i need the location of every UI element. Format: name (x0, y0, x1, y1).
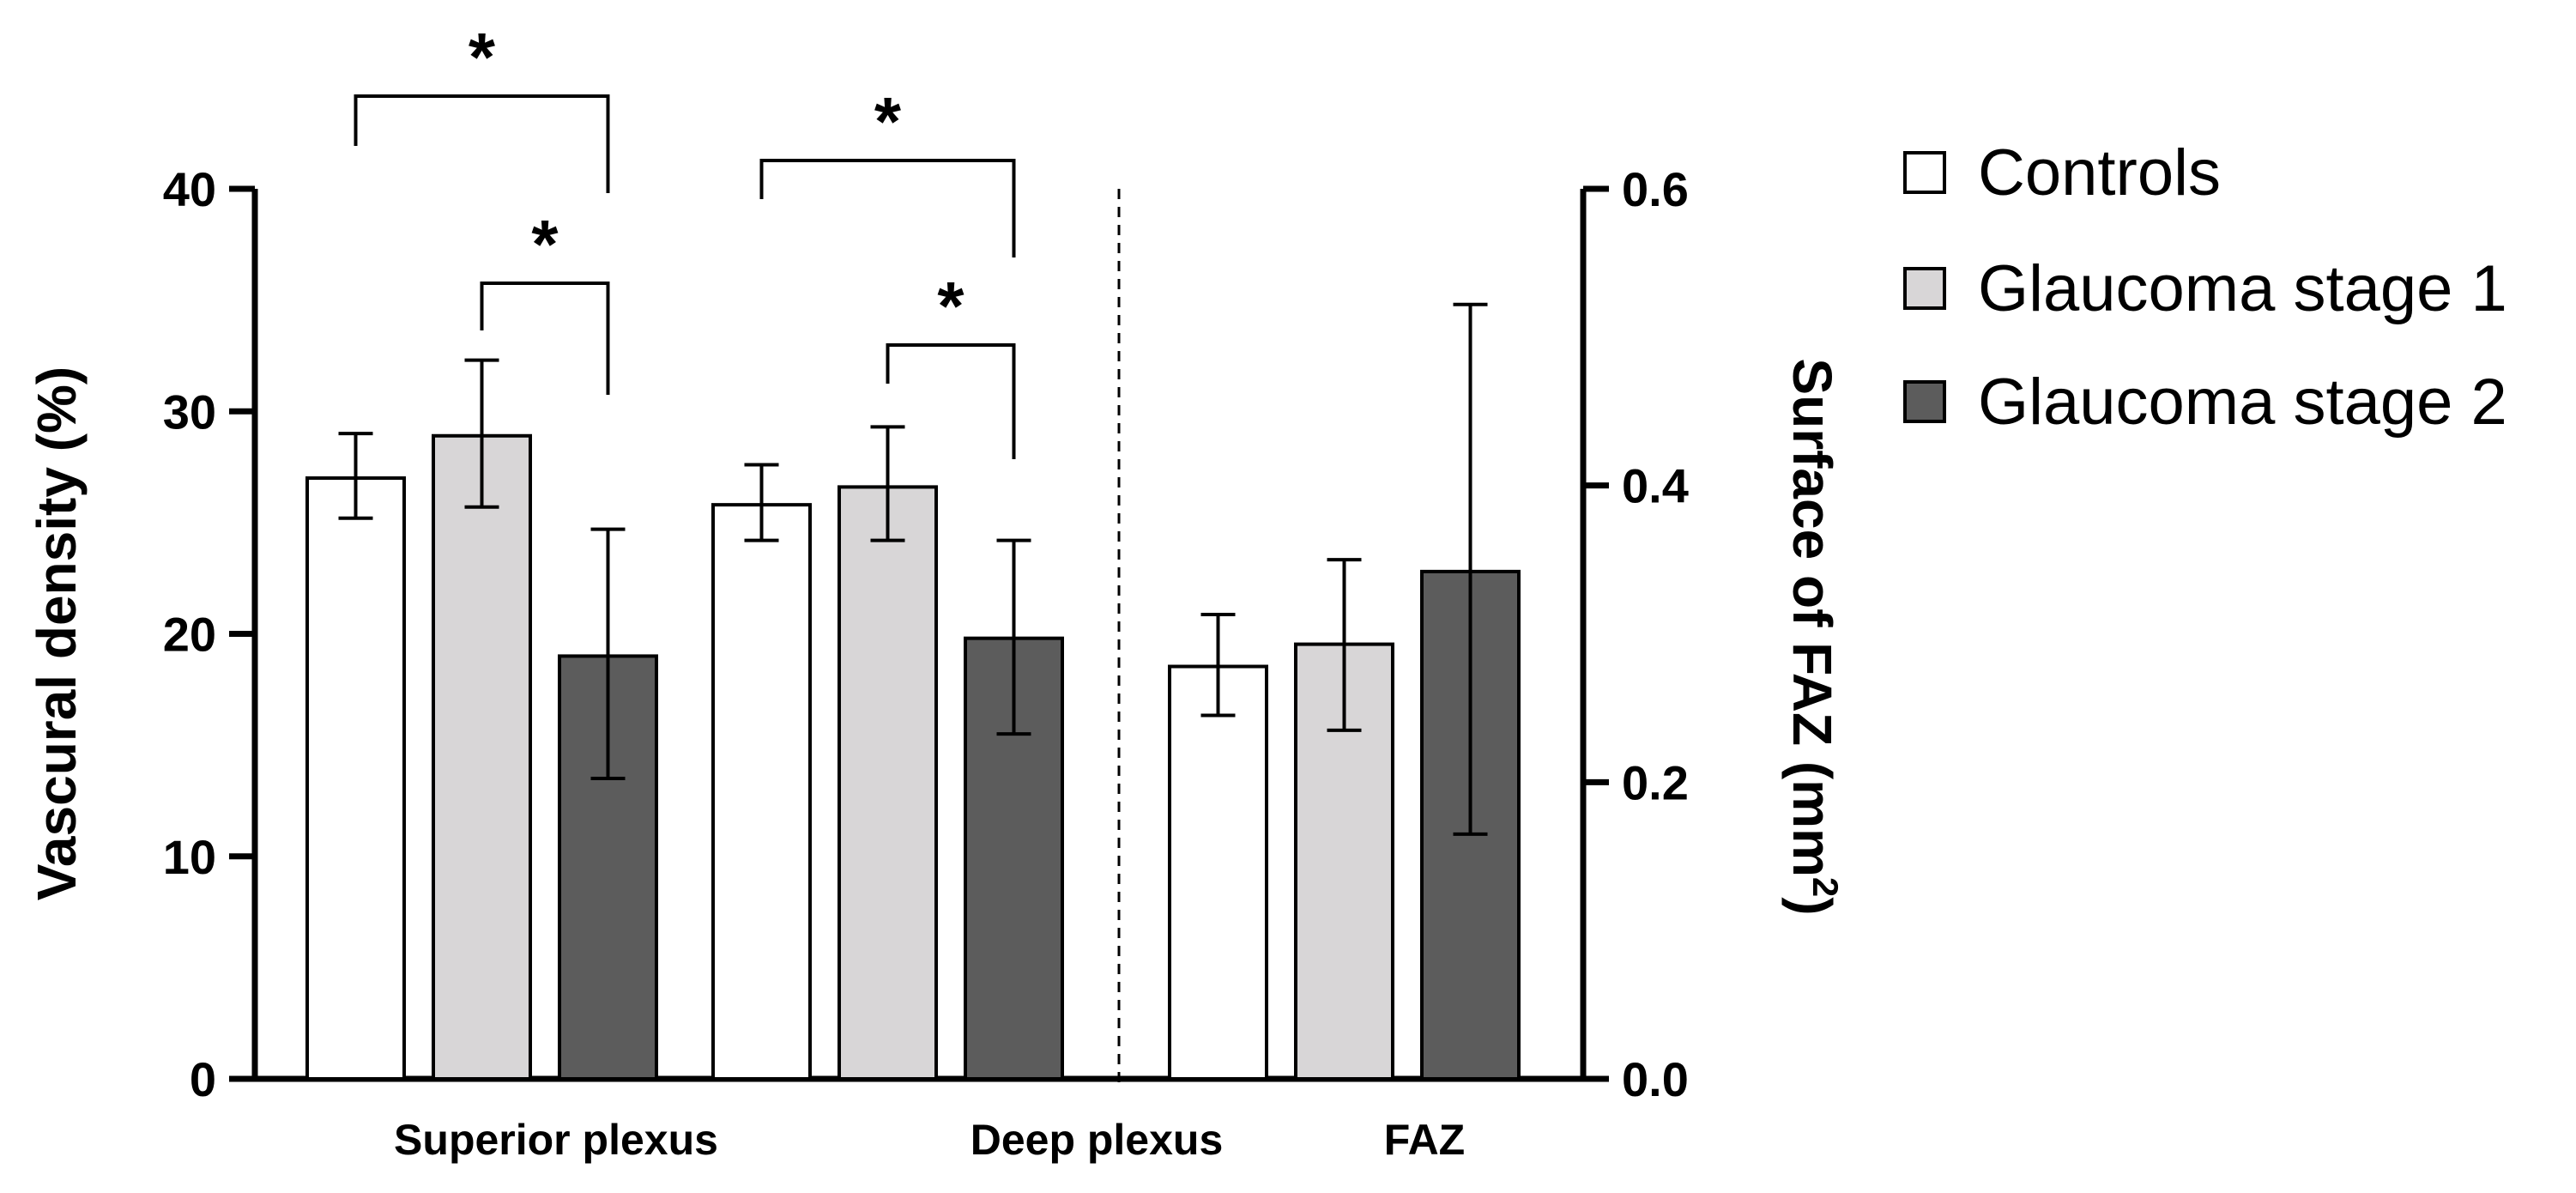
right-tick-label: 0.2 (1622, 755, 1689, 809)
bar (305, 476, 406, 1081)
right-tick-label: 0.0 (1622, 1052, 1689, 1106)
right-axis-title-main: Surface of FAZ (mm (1781, 358, 1843, 877)
legend-label: Glaucoma stage 2 (1978, 366, 2507, 439)
legend-label: Glaucoma stage 1 (1978, 252, 2507, 325)
left-tick-label: 20 (163, 608, 216, 662)
bar (1294, 642, 1394, 1081)
significance-star: * (874, 83, 902, 160)
bar (432, 433, 532, 1081)
significance-group: * * * * (354, 19, 1016, 459)
legend-swatch (1903, 151, 1946, 194)
left-tick-label: 10 (163, 830, 216, 884)
left-tick-label: 30 (163, 385, 216, 439)
error-bars-group (338, 302, 1488, 836)
left-axis-ticks: 0 10 20 30 40 (163, 162, 255, 1106)
significance-star: * (531, 206, 559, 282)
legend: Controls Glaucoma stage 1 Glaucoma stage 2 (1903, 136, 2507, 439)
category-label: Deep plexus (971, 1116, 1224, 1164)
right-tick-label: 0.4 (1622, 459, 1689, 513)
left-axis-title: Vascural density (%) (26, 366, 88, 900)
bar (711, 503, 812, 1081)
legend-swatch (1903, 380, 1946, 423)
bars-group (305, 433, 1521, 1081)
significance-star: * (469, 19, 496, 95)
category-label: Superior plexus (394, 1116, 718, 1164)
right-axis-title-sup: 2 (1806, 877, 1847, 897)
bar (1168, 664, 1268, 1081)
legend-label: Controls (1978, 136, 2221, 209)
significance-bracket (759, 159, 1016, 257)
significance-star: * (937, 268, 964, 344)
significance-bracket (886, 343, 1016, 459)
left-tick-label: 0 (190, 1052, 216, 1106)
bar (838, 485, 938, 1081)
category-label: FAZ (1384, 1116, 1465, 1164)
significance-bracket (354, 94, 610, 193)
right-tick-label: 0.6 (1622, 162, 1689, 216)
left-tick-label: 40 (163, 162, 216, 216)
right-axis-ticks: 0.0 0.2 0.4 0.6 (1583, 162, 1689, 1106)
category-labels: Superior plexus Deep plexus FAZ (394, 1116, 1465, 1164)
significance-bracket (480, 282, 610, 395)
legend-swatch (1903, 267, 1946, 310)
right-axis-title: Surface of FAZ (mm2) (1781, 358, 1847, 915)
right-axis-title-close: ) (1781, 897, 1843, 915)
